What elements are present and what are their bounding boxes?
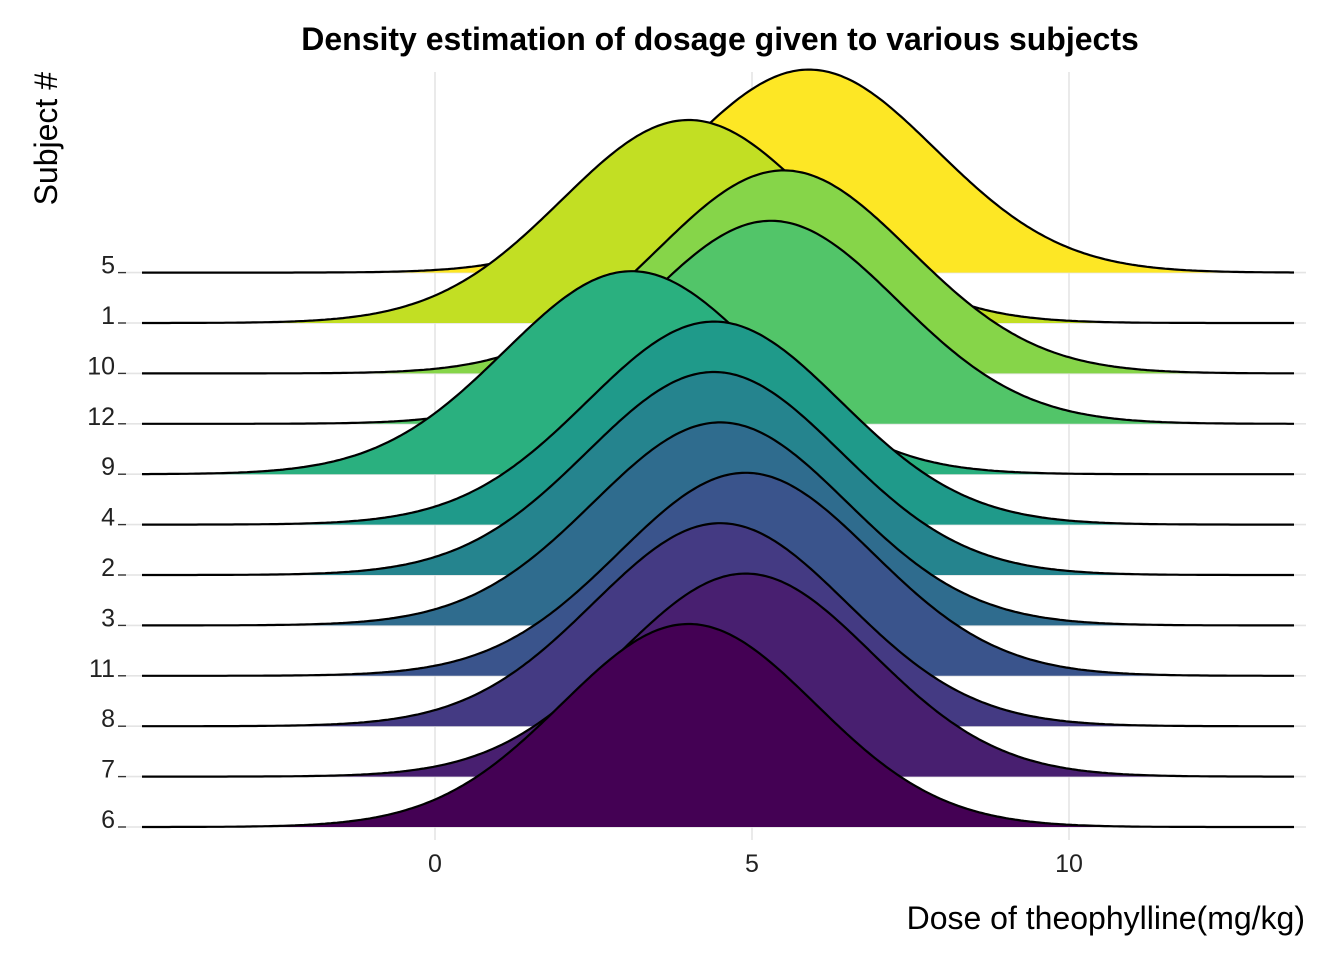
ridge-outline-subject-11: [142, 471, 1294, 677]
ridge-outline-subject-6: [142, 622, 1294, 829]
y-tick-label: 8: [101, 705, 115, 733]
y-tick-label: 7: [101, 756, 115, 784]
y-tick-label: 4: [101, 504, 115, 532]
y-tick-label: 1: [101, 302, 115, 330]
ridge-outline-subject-8: [142, 522, 1294, 728]
chart-title: Density estimation of dosage given to va…: [301, 21, 1139, 57]
x-tick-label: 10: [1055, 850, 1083, 878]
y-axis-title: Subject #: [28, 72, 64, 206]
ridge-outline-subject-5: [142, 68, 1294, 274]
y-tick-label: 3: [101, 604, 115, 632]
x-tick-label: 5: [745, 850, 759, 878]
ridge-subject-6: [142, 622, 1294, 829]
y-tick-label: 6: [101, 806, 115, 834]
ridge-outline-subject-1: [142, 118, 1294, 325]
ridge-outline-subject-12: [142, 219, 1294, 425]
ridge-outline-subject-3: [142, 421, 1294, 627]
y-tick-label: 2: [101, 554, 115, 582]
y-tick-label: 10: [87, 352, 115, 380]
ridge-fill-subject-6: [142, 624, 1294, 827]
x-axis-title: Dose of theophylline(mg/kg): [907, 900, 1305, 936]
y-tick-label: 9: [101, 453, 115, 481]
ridge-outline-subject-2: [142, 370, 1294, 577]
ridge-outline-subject-7: [142, 572, 1294, 778]
y-tick-label: 5: [101, 252, 115, 280]
x-tick-label: 0: [428, 850, 442, 878]
y-axis-ticks: 6 7 8 11 3 2 4 9 12 10 1 5: [87, 252, 126, 834]
y-tick-label: 11: [89, 655, 115, 683]
x-axis-ticks: 0 5 10: [428, 850, 1083, 878]
ridge-outline-subject-10: [142, 169, 1294, 375]
ridge-outline-subject-4: [142, 320, 1294, 526]
y-tick-label: 12: [87, 403, 115, 431]
ridges: [142, 68, 1294, 829]
ridge-outline-subject-9: [142, 270, 1294, 476]
